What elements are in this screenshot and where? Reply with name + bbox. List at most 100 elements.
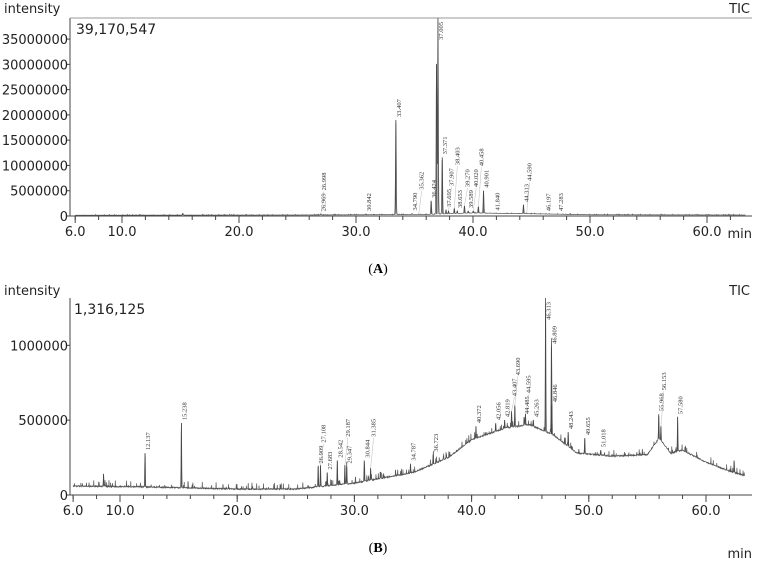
peak-label: 15.238: [181, 402, 188, 420]
x-tick-label: 20.0: [225, 225, 254, 240]
peak-label: 48.243: [568, 411, 575, 429]
x-tick-label: 40.0: [457, 504, 486, 519]
peak-label-leader: [344, 437, 349, 466]
peak-label: 40.458: [478, 148, 485, 166]
peak-label: 44.590: [527, 163, 534, 181]
peak-label: 27.108: [321, 425, 328, 443]
x-axis-title: min: [727, 547, 752, 562]
peak-label-leader: [514, 376, 519, 406]
peak-label: 43.690: [515, 358, 522, 376]
peak-label: 49.655: [585, 417, 592, 435]
y-tick-label: 1000000: [10, 339, 68, 354]
peak-label: 55.968: [659, 393, 666, 411]
y-axis-title: intensity: [4, 284, 61, 299]
peak-label: 41.840: [495, 193, 502, 211]
peak-label: 37.907: [449, 167, 456, 186]
peak-label-leader: [320, 191, 325, 215]
peak-label-leader: [448, 187, 452, 211]
caption-letter: A: [373, 262, 384, 277]
peak-label-leader: [660, 391, 665, 427]
tic-trace-line: [72, 303, 745, 491]
legend-tic: TIC: [728, 2, 750, 17]
peak-label: 37.695: [446, 189, 453, 207]
peak-label: 26.998: [321, 172, 328, 190]
peak-label: 42.056: [496, 402, 503, 421]
peak-label: 39.270: [464, 169, 471, 187]
max-intensity-label: 39,170,547: [76, 22, 156, 38]
peak-label-leader: [525, 394, 529, 415]
peak-label: 39.589: [468, 190, 475, 208]
peak-label: 30.844: [364, 439, 371, 458]
peak-label: 30.842: [366, 193, 373, 211]
chromatogram-panel-b: intensity TIC 1,316,125 min (B) 6.0 10.0 2…: [4, 284, 752, 562]
y-tick-label: 20000000: [2, 109, 68, 124]
peak-label: 37.371: [442, 136, 449, 154]
peak-label: 57.580: [678, 396, 685, 414]
peak-label: 34.790: [412, 193, 419, 211]
peak-label: 46.809: [551, 326, 558, 344]
peak-label-leader: [370, 437, 374, 469]
y-tick-label: 30000000: [2, 58, 68, 73]
tic-trace-line: [75, 20, 746, 216]
peak-label: 38.653: [457, 190, 464, 208]
peak-label: 46.313: [546, 302, 553, 320]
peak-label: 36.723: [433, 434, 440, 452]
peak-label: 43.407: [512, 378, 519, 397]
peak-label: 36.424: [431, 179, 438, 198]
peak-label: 12.137: [145, 431, 152, 450]
peak-label-leader: [526, 181, 530, 213]
x-tick-label: 10.0: [106, 504, 135, 519]
peak-label: 29.347: [347, 445, 354, 464]
x-tick-label: 50.0: [574, 504, 603, 519]
peak-label: 45.263: [533, 399, 540, 417]
peak-label: 26.969: [321, 193, 328, 211]
x-tick-label: 20.0: [223, 504, 252, 519]
peak-label: 40.020: [473, 169, 480, 187]
peak-label: 42.819: [505, 399, 512, 417]
peak-label: 31.385: [371, 419, 378, 437]
y-tick-label: 15000000: [2, 134, 68, 149]
x-tick-label: 50.0: [576, 225, 605, 240]
peak-label-leader: [478, 167, 482, 207]
peak-label: 46.197: [546, 193, 553, 212]
peak-label: 40.901: [484, 170, 491, 188]
peak-label: 51.018: [601, 429, 608, 447]
x-tick-label: 30.0: [342, 225, 371, 240]
peak-label-leader: [418, 190, 422, 215]
y-tick-label: 0: [60, 210, 68, 225]
peak-label: 38.403: [454, 147, 461, 165]
peak-label: 37.005: [438, 22, 445, 40]
y-tick-label: 35000000: [2, 33, 68, 48]
peak-label: 56.153: [661, 372, 668, 390]
max-intensity-label: 1,316,125: [74, 302, 145, 318]
peak-label-leader: [320, 443, 324, 466]
y-tick-label: 500000: [18, 414, 68, 429]
panel-caption: (A): [368, 262, 388, 277]
peak-label-leader: [454, 166, 458, 209]
x-tick-label: 60.0: [693, 225, 722, 240]
peak-label: 44.485: [524, 396, 531, 414]
peak-label-leader: [473, 188, 477, 211]
peak-label: 33.407: [396, 98, 403, 117]
peak-label: 44.595: [525, 375, 532, 393]
caption-letter: B: [373, 541, 382, 556]
peak-label: 27.683: [327, 452, 334, 470]
x-tick-label: 60.0: [692, 504, 721, 519]
y-tick-label: 5000000: [10, 185, 68, 200]
x-tick-label: 6.0: [63, 504, 84, 519]
peak-label: 29.187: [345, 418, 352, 437]
peak-label: 44.313: [523, 184, 530, 202]
peak-label: 34.787: [411, 442, 418, 461]
x-tick-label: 40.0: [459, 225, 488, 240]
peak-label: 40.372: [476, 405, 483, 423]
legend-tic: TIC: [728, 284, 750, 299]
y-tick-label: 10000000: [2, 159, 68, 174]
peak-label-leader: [511, 397, 515, 412]
y-tick-label: 0: [60, 489, 68, 504]
x-tick-label: 30.0: [340, 504, 369, 519]
panel-caption: (B): [369, 541, 388, 556]
peak-label-leader: [464, 188, 468, 206]
peak-label: 46.846: [552, 384, 559, 403]
peak-label: 28.542: [337, 440, 344, 458]
